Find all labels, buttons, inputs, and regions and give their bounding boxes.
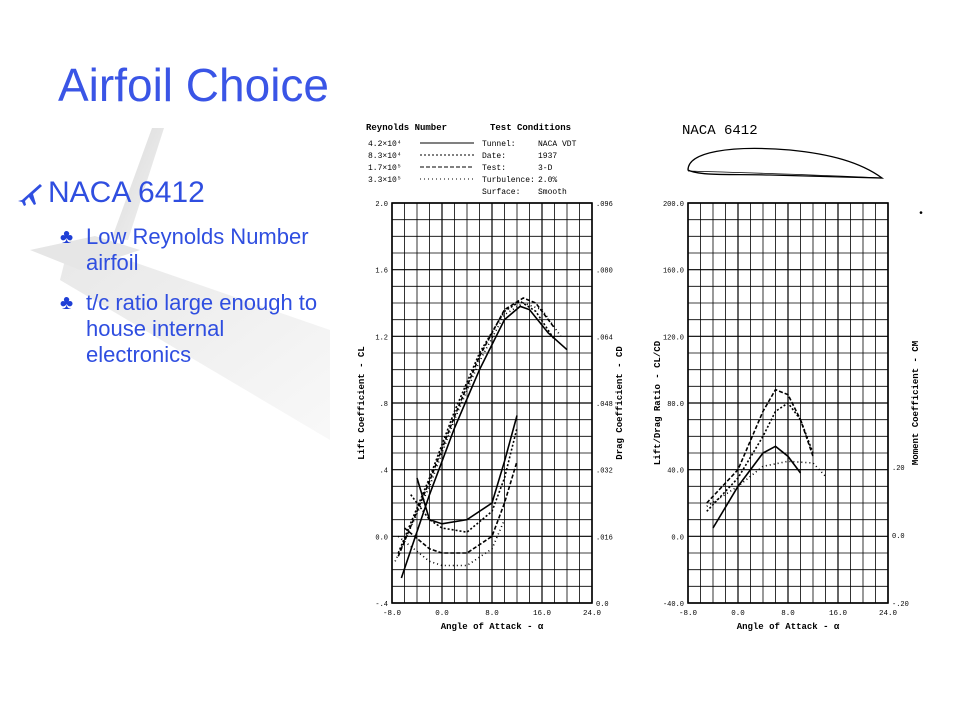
lift-drag-ratio-curve	[712, 445, 802, 529]
x-tick-label: 16.0	[829, 610, 848, 618]
y-tick-label-right: .032	[596, 468, 613, 476]
legend-condition-value: 1937	[538, 152, 557, 161]
plot-frame	[391, 202, 593, 604]
lift-to-drag-ratio-chart: -8.0 0.0 8.0 16.0 24.0 -40.0 0.0 40.0 80.0 120.0 1…	[653, 201, 921, 632]
y-tick-label: .8	[380, 401, 388, 409]
legend-condition-value: NACA VDT	[538, 140, 577, 149]
x-tick-label: 24.0	[583, 610, 602, 618]
club-icon: ♣	[60, 292, 74, 314]
x-tick-label: 8.0	[781, 610, 795, 618]
y-axis-label-left: Lift Coefficient - CL	[357, 346, 367, 459]
legend-reynolds-value: 1.7×10⁵	[368, 164, 402, 173]
y-tick-label-right: .20	[892, 465, 905, 473]
x-tick-label: 0.0	[731, 610, 745, 618]
y-tick-label: 2.0	[375, 201, 388, 209]
slide-title: Airfoil Choice	[58, 59, 329, 111]
y-tick-label: 1.6	[375, 268, 388, 276]
y-axis-label-right: Moment Coefficient - CM	[911, 341, 921, 465]
lift-drag-chart: -8.0 0.0 8.0 16.0 24.0 -.4 0.0 .4 .8 1.2 1.6 2.0 0.0…	[357, 201, 625, 632]
plot-frame	[687, 202, 889, 604]
y-tick-label: 40.0	[667, 468, 684, 476]
legend-condition-value: 2.0%	[538, 176, 557, 185]
airfoil-label: NACA 6412	[682, 123, 758, 139]
legend-condition-key: Tunnel:	[482, 140, 516, 149]
lift-curve	[400, 305, 568, 579]
drag-curve	[403, 461, 518, 554]
lift-drag-ratio-curve	[706, 401, 814, 512]
y-tick-label: -40.0	[663, 601, 684, 609]
x-tick-label: 24.0	[879, 610, 898, 618]
sub-bullet-text: t/c ratio large enough to house internal…	[86, 290, 318, 367]
y-tick-label-right: 0.0	[892, 533, 905, 541]
y-tick-label: 120.0	[663, 334, 684, 342]
lift-curve	[397, 300, 556, 554]
legend-condition-key: Date:	[482, 152, 506, 161]
y-axis-label-right: Drag Coefficient - CD	[615, 346, 625, 460]
airplane-icon	[18, 184, 42, 206]
y-tick-label: -.4	[375, 601, 388, 609]
y-tick-label-right: .016	[596, 534, 613, 542]
drag-curve	[416, 415, 518, 525]
legend-condition-key: Turbulence:	[482, 176, 535, 185]
lift-curve	[397, 297, 556, 557]
legend-reynolds-value: 3.3×10⁵	[368, 176, 402, 185]
y-tick-label-right: .048	[596, 401, 613, 409]
drag-curve	[410, 427, 518, 534]
legend-title-reynolds: Reynolds Number	[366, 123, 447, 133]
y-tick-label: 0.0	[671, 534, 684, 542]
legend-condition-key: Test:	[482, 164, 506, 173]
drag-curve	[397, 519, 506, 567]
x-tick-label: 0.0	[435, 610, 449, 618]
y-axis-label-left: Lift/Drag Ratio - CL/CD	[653, 340, 663, 465]
sub-bullet-item: ♣ t/c ratio large enough to house intern…	[60, 290, 338, 368]
bullet-text: NACA 6412	[48, 176, 205, 209]
y-tick-label-right: .096	[596, 201, 613, 209]
y-tick-label: 200.0	[663, 201, 684, 209]
legend-reynolds-value: 4.2×10⁴	[368, 140, 402, 149]
x-tick-label: -8.0	[679, 610, 698, 618]
x-axis-label: Angle of Attack - α	[737, 622, 840, 632]
y-tick-label-right: .064	[596, 334, 613, 342]
y-tick-label: .4	[380, 468, 388, 476]
chart-legend: Reynolds Number Test Conditions 4.2×10⁴ 8…	[366, 123, 577, 197]
background-airplane-graphic	[30, 128, 330, 440]
y-tick-label: 0.0	[375, 534, 388, 542]
legend-title-conditions: Test Conditions	[490, 123, 571, 133]
y-tick-label: 160.0	[663, 268, 684, 276]
airfoil-profile: NACA 6412	[682, 123, 885, 179]
sub-bullet-item: ♣ Low Reynolds Number airfoil	[60, 224, 338, 276]
bullet-item: NACA 6412	[18, 176, 338, 210]
lift-curve	[394, 302, 562, 562]
bullet-list: NACA 6412 ♣ Low Reynolds Number airfoil …	[18, 176, 338, 368]
lift-drag-ratio-curve	[706, 388, 814, 504]
svg-text:•: •	[918, 209, 924, 220]
x-tick-label: 8.0	[485, 610, 499, 618]
legend-condition-value: Smooth	[538, 188, 567, 197]
y-tick-label-right: .080	[596, 268, 613, 276]
x-tick-label: 16.0	[533, 610, 552, 618]
y-tick-label: 80.0	[667, 401, 684, 409]
x-axis-label: Angle of Attack - α	[441, 622, 544, 632]
y-tick-label-right: -.20	[892, 601, 909, 609]
x-tick-label: -8.0	[383, 610, 402, 618]
y-tick-label: 1.2	[375, 334, 388, 342]
y-tick-label-right: 0.0	[596, 601, 609, 609]
club-icon: ♣	[60, 226, 74, 248]
legend-condition-key: Surface:	[482, 188, 520, 197]
sub-bullet-text: Low Reynolds Number airfoil	[86, 224, 309, 275]
legend-reynolds-value: 8.3×10⁴	[368, 152, 402, 161]
legend-condition-value: 3-D	[538, 164, 553, 173]
